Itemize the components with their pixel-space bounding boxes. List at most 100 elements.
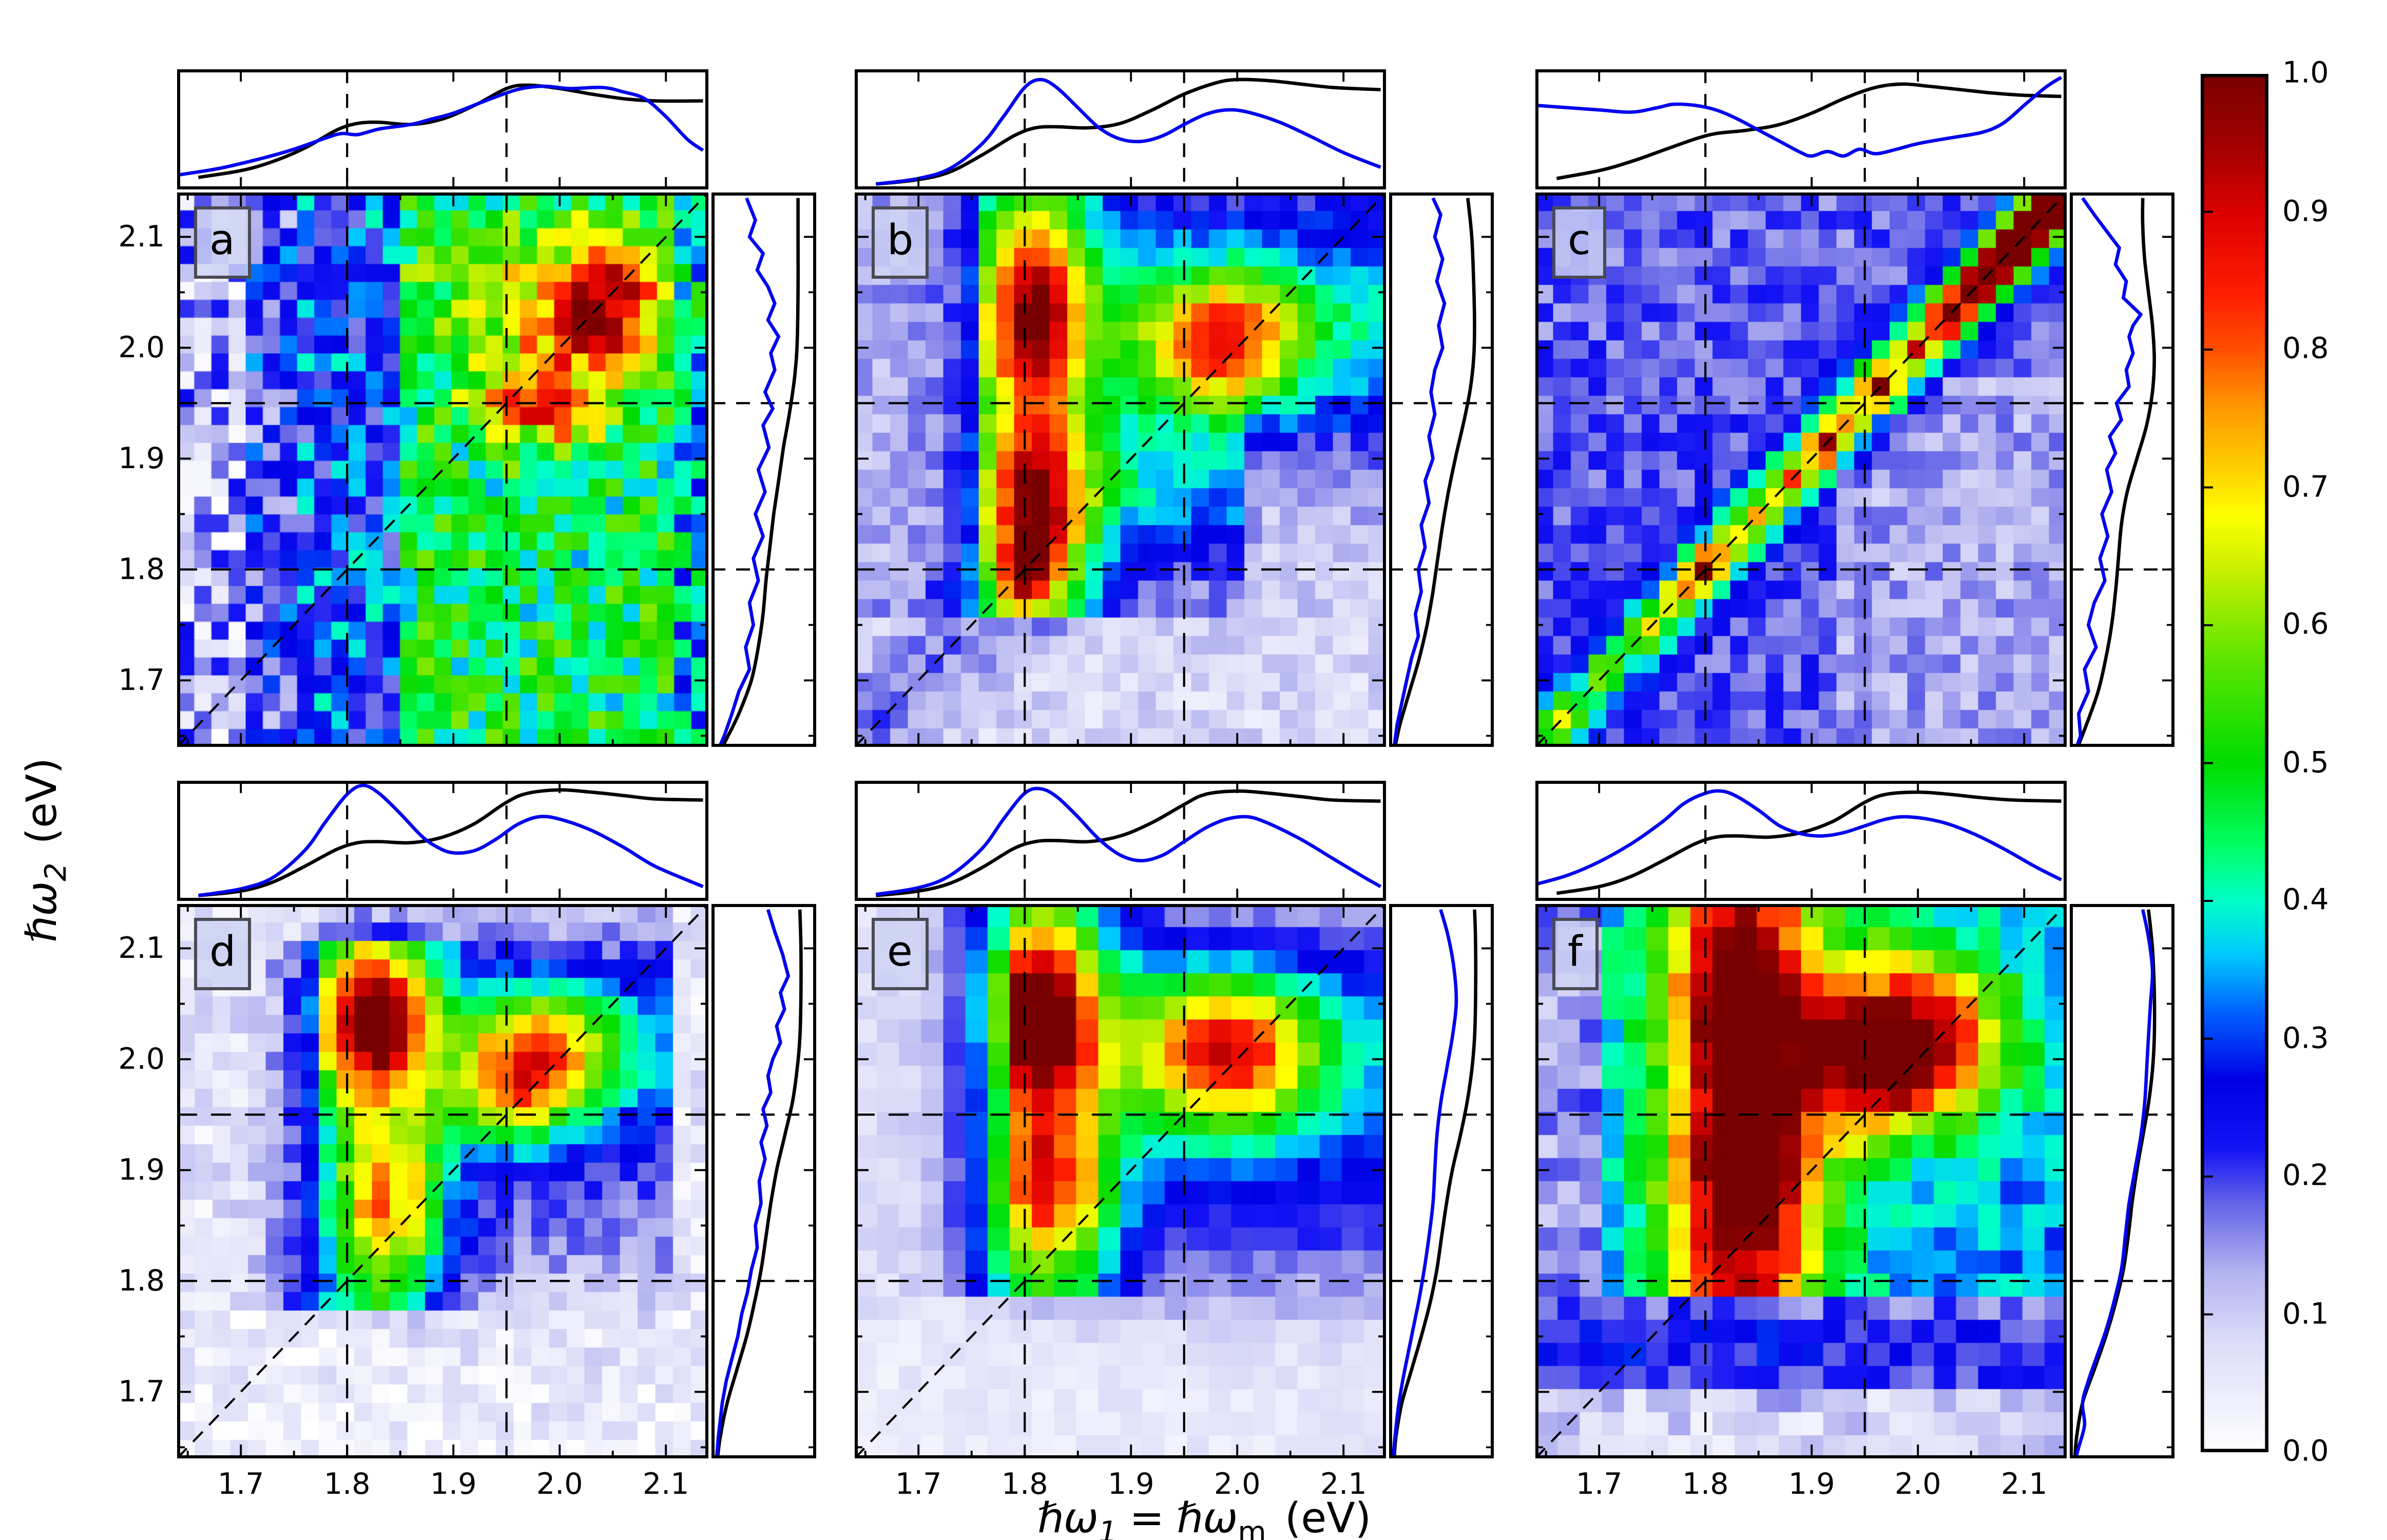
panel-letter-c: c	[1552, 206, 1606, 279]
right-marginal-black-curve	[2076, 198, 2157, 747]
right-marginal-e	[1389, 904, 1494, 1458]
x-tick-label: 1.9	[1788, 1468, 1835, 1502]
right-marginal-c	[2070, 192, 2174, 747]
top-marginal-b	[855, 69, 1386, 189]
top-marginal-blue-curve	[198, 783, 704, 897]
x-tick-label: 1.9	[1107, 1468, 1154, 1502]
right-marginal-d	[711, 904, 816, 1458]
top-marginal-blue-curve	[875, 786, 1382, 896]
panel-letter-e: e	[872, 918, 928, 990]
panel-letter-f: f	[1552, 918, 1598, 990]
y-tick-label: 1.8	[118, 1264, 165, 1298]
x-tick-label: 1.7	[217, 1468, 264, 1502]
top-marginal-black-curve	[198, 83, 703, 179]
panel-e: e	[855, 781, 1494, 1458]
colorbar-tick-label: 0.3	[2282, 1021, 2329, 1055]
x-axis-label: ℏω1 = ℏωm (eV)	[1037, 1495, 1372, 1540]
top-marginal-blue-curve	[177, 84, 704, 177]
heatmap-overlay-d	[177, 904, 708, 1458]
x-tick-label: 2.0	[1894, 1468, 1941, 1502]
right-marginal-a	[711, 192, 816, 747]
panel-letter-d: d	[194, 918, 252, 990]
panel-a: a	[177, 69, 816, 747]
colorbar-tick-label: 0.0	[2282, 1434, 2329, 1469]
heatmap-overlay-f	[1535, 904, 2067, 1458]
x-tick-label: 2.1	[642, 1468, 689, 1502]
heatmap-d: d	[177, 904, 708, 1458]
xlabel-subscript1: 1	[1098, 1516, 1118, 1540]
colorbar-tick-label: 0.6	[2282, 607, 2329, 642]
colorbar-tick-label: 0.4	[2282, 883, 2329, 917]
top-marginal-black-curve	[876, 78, 1381, 186]
xlabel-equals: =	[1129, 1495, 1165, 1540]
right-marginal-black-curve	[2073, 909, 2157, 1458]
right-marginal-black-curve	[1392, 909, 1478, 1458]
right-marginal-blue-curve	[2075, 197, 2143, 747]
top-marginal-black-curve	[198, 788, 703, 897]
x-tick-label: 1.8	[1682, 1468, 1729, 1502]
colorbar-frame	[2201, 74, 2268, 1452]
top-marginal-black-curve	[876, 789, 1381, 897]
xlabel-subscript2: m	[1238, 1516, 1266, 1540]
x-tick-label: 1.8	[1001, 1468, 1048, 1502]
top-marginal-d	[177, 781, 708, 901]
panel-d: d	[177, 781, 816, 1458]
heatmap-overlay-e	[855, 904, 1386, 1458]
ylabel-symbol: ℏω	[18, 881, 67, 942]
x-tick-label: 2.1	[1320, 1468, 1367, 1502]
ylabel-unit: (eV)	[18, 758, 67, 844]
right-marginal-black-curve	[1393, 198, 1476, 747]
top-marginal-blue-curve	[1535, 75, 2063, 158]
xlabel-symbol2: ℏω	[1177, 1495, 1238, 1540]
colorbar-tick-label: 0.5	[2282, 745, 2329, 779]
y-tick-label: 1.7	[118, 663, 165, 698]
colorbar-tick-label: 0.9	[2282, 194, 2329, 228]
x-tick-label: 2.0	[536, 1468, 583, 1502]
xlabel-unit: (eV)	[1284, 1495, 1372, 1540]
right-marginal-blue-curve	[718, 197, 781, 747]
x-tick-label: 1.7	[895, 1468, 942, 1502]
heatmap-a: a	[177, 192, 708, 747]
top-marginal-f	[1535, 781, 2067, 901]
y-tick-label: 1.7	[118, 1375, 165, 1409]
top-marginal-black-curve	[1556, 82, 2062, 180]
colorbar-tick-label: 1.0	[2282, 56, 2329, 90]
panel-letter-b: b	[872, 206, 929, 279]
top-marginal-blue-curve	[875, 78, 1381, 186]
y-tick-label: 1.8	[118, 552, 165, 587]
top-marginal-blue-curve	[1535, 789, 2062, 886]
x-tick-label: 1.7	[1575, 1468, 1623, 1502]
top-marginal-e	[855, 781, 1386, 901]
colorbar-tick-label: 0.2	[2282, 1159, 2329, 1193]
colorbar-tick-label: 0.1	[2282, 1297, 2329, 1331]
x-tick-label: 1.9	[430, 1468, 477, 1502]
x-tick-label: 2.1	[2000, 1468, 2048, 1502]
y-tick-label: 1.9	[118, 441, 165, 476]
y-tick-label: 2.1	[118, 220, 165, 254]
right-marginal-b	[1389, 192, 1494, 747]
panel-letter-a: a	[194, 206, 251, 279]
right-marginal-blue-curve	[1392, 197, 1447, 747]
y-tick-label: 2.0	[118, 331, 165, 365]
right-marginal-f	[2070, 904, 2174, 1458]
ylabel-subscript: 2	[40, 862, 74, 881]
y-tick-label: 2.0	[118, 1042, 165, 1076]
colorbar-tick-label: 0.8	[2282, 332, 2329, 366]
panel-c: c	[1535, 69, 2174, 747]
right-marginal-blue-curve	[1391, 909, 1458, 1458]
colorbar-tick-label: 0.7	[2282, 470, 2329, 504]
xlabel-symbol1: ℏω	[1037, 1495, 1099, 1540]
heatmap-overlay-b	[855, 192, 1386, 747]
y-axis-label: ℏω2 (eV)	[19, 758, 73, 942]
x-tick-label: 1.8	[323, 1468, 371, 1502]
heatmap-c: c	[1535, 192, 2067, 747]
right-marginal-blue-curve	[715, 909, 791, 1458]
y-tick-label: 2.1	[118, 931, 165, 966]
x-tick-label: 2.0	[1214, 1468, 1261, 1502]
right-marginal-black-curve	[716, 909, 803, 1458]
y-tick-label: 1.9	[118, 1153, 165, 1187]
heatmap-b: b	[855, 192, 1386, 747]
right-marginal-black-curve	[721, 198, 800, 747]
